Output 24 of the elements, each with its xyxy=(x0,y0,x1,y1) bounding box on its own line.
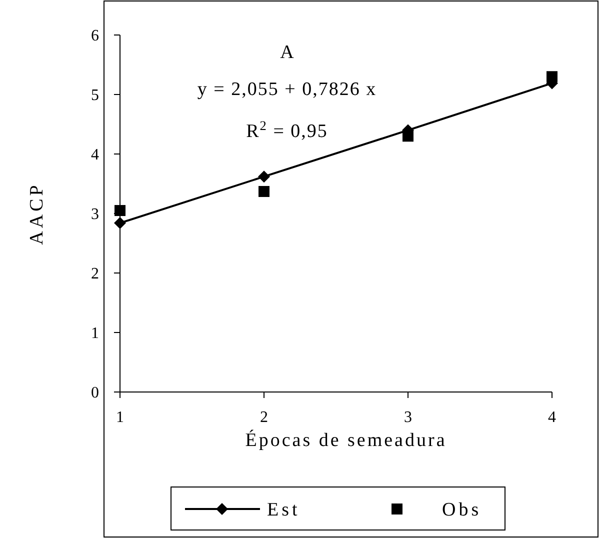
point xyxy=(114,217,126,230)
x-tick-label: 3 xyxy=(404,409,412,426)
y-tick-label: 0 xyxy=(91,384,99,402)
y-tick-label: 3 xyxy=(91,206,99,224)
x-tick-label: 2 xyxy=(260,409,268,426)
legend-label: Est xyxy=(267,500,300,521)
y-tick-label: 5 xyxy=(91,87,99,104)
y-tick-label: 6 xyxy=(91,28,99,45)
y-tick-label: 4 xyxy=(91,146,99,164)
annotation: y = 2,055 + 0,7826 x xyxy=(197,79,377,100)
point xyxy=(114,205,126,216)
point xyxy=(258,170,270,183)
point xyxy=(402,130,414,142)
point xyxy=(258,186,270,197)
chart-title: A xyxy=(280,42,294,63)
y-axis-title: AACP xyxy=(26,182,48,245)
point xyxy=(546,71,558,82)
x-tick-label: 4 xyxy=(548,409,556,426)
y-tick-label: 2 xyxy=(91,266,99,283)
x-axis-title: Épocas de semeadura xyxy=(245,429,447,451)
annotation: R$^{2}$ = 0,95 xyxy=(246,118,328,142)
x-tick-label: 1 xyxy=(116,409,124,426)
y-tick-label: 1 xyxy=(91,325,99,342)
legend-label: Obs xyxy=(442,500,482,521)
